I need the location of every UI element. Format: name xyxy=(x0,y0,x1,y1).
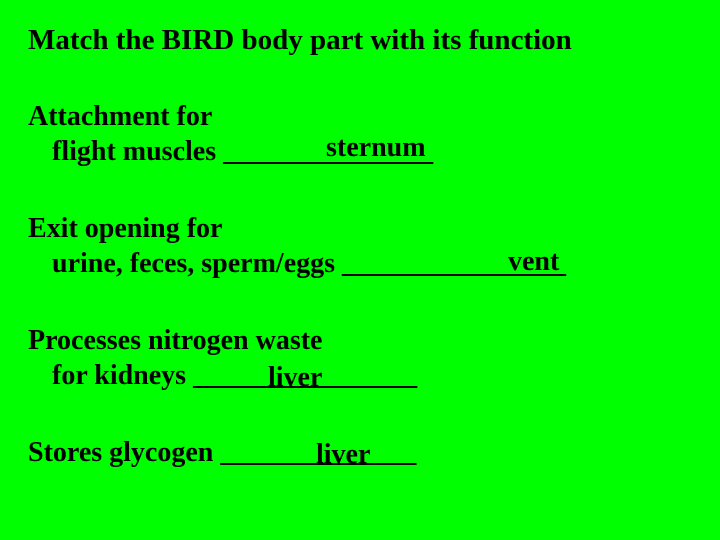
q3-line1: Processes nitrogen waste xyxy=(28,323,692,358)
q3-answer: liver xyxy=(268,360,322,395)
question-item-1: Attachment for flight muscles __________… xyxy=(28,99,692,169)
q3-line2: for kidneys ________________ xyxy=(28,358,692,393)
q2-line1: Exit opening for xyxy=(28,211,692,246)
question-item-4: Stores glycogen ______________ liver xyxy=(28,435,692,470)
q2-line2: urine, feces, sperm/eggs _______________… xyxy=(28,246,692,281)
page-title: Match the BIRD body part with its functi… xyxy=(28,24,692,57)
q1-line1: Attachment for xyxy=(28,99,692,134)
question-item-2: Exit opening for urine, feces, sperm/egg… xyxy=(28,211,692,281)
question-item-3: Processes nitrogen waste for kidneys ___… xyxy=(28,323,692,393)
q2-answer: vent xyxy=(508,244,559,279)
q4-answer: liver xyxy=(316,437,370,472)
q1-answer: sternum xyxy=(326,130,426,165)
